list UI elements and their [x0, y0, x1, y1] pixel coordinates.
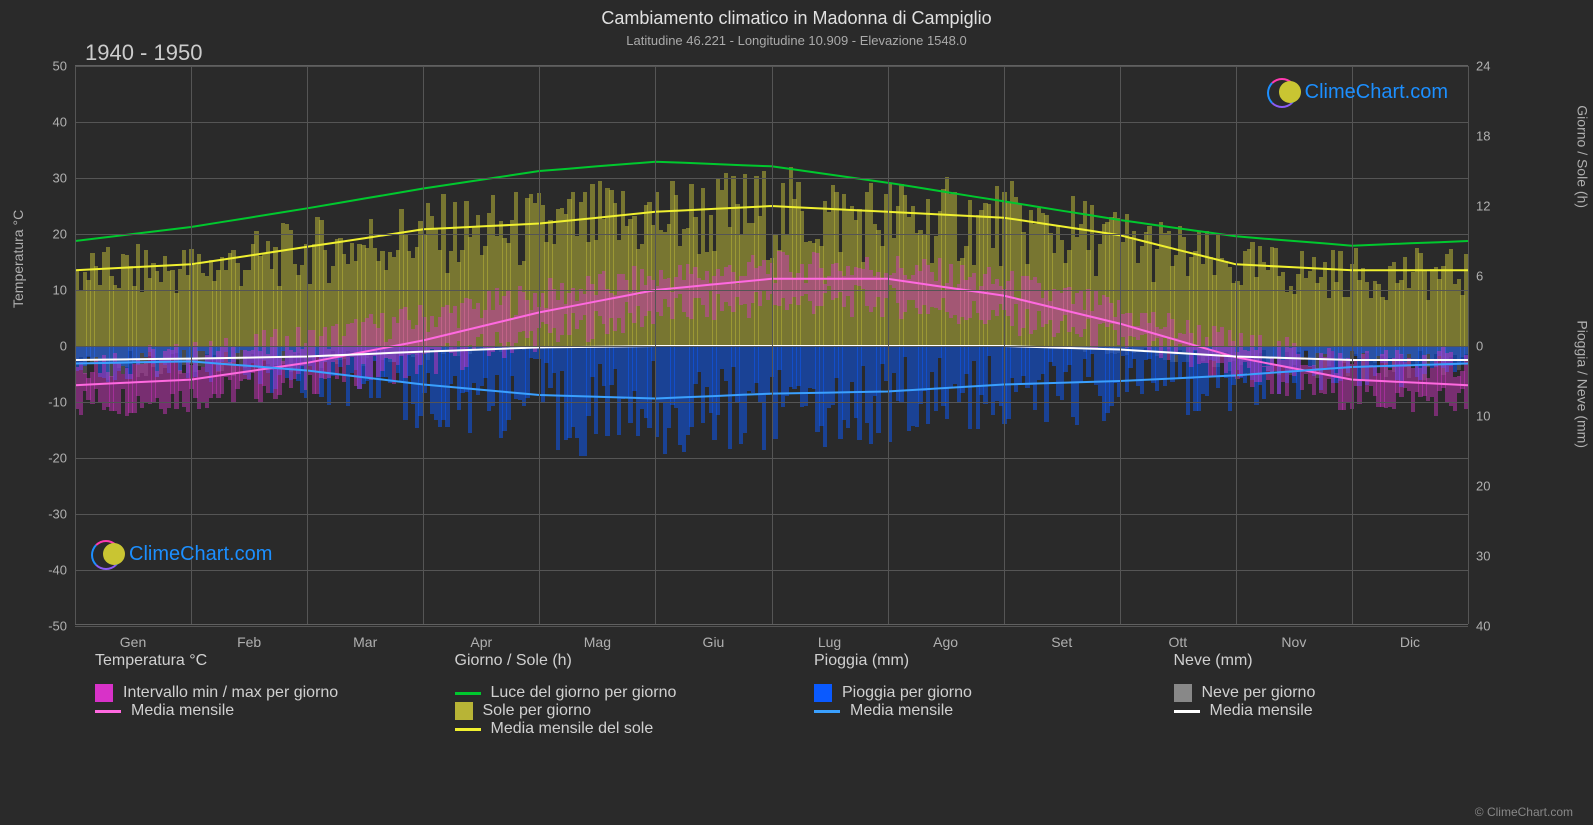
legend-label: Media mensile — [131, 702, 234, 720]
grid-line-h — [75, 626, 1468, 627]
plot-area: -50-40-30-20-100102030405006121824102030… — [75, 65, 1468, 625]
legend-item: Media mensile — [1174, 702, 1514, 720]
watermark-bottom: ClimeChart.com — [95, 540, 272, 568]
grid-line-v — [307, 66, 308, 624]
grid-line-v — [1120, 66, 1121, 624]
y-left-tick: -30 — [48, 507, 67, 522]
legend-item: Sole per giorno — [455, 702, 795, 720]
y-right-bottom-tick: 10 — [1476, 409, 1490, 424]
month-label: Feb — [237, 634, 261, 650]
watermark-top: ClimeChart.com — [1271, 78, 1448, 106]
month-label: Giu — [703, 634, 725, 650]
legend-label: Neve per giorno — [1202, 684, 1316, 702]
line-swatch-icon — [95, 710, 121, 713]
copyright: © ClimeChart.com — [1475, 805, 1573, 819]
y-right-axis-label-bottom: Pioggia / Neve (mm) — [1575, 320, 1591, 448]
legend-item: Media mensile del sole — [455, 720, 795, 738]
y-left-tick: 50 — [53, 59, 67, 74]
legend-item: Pioggia per giorno — [814, 684, 1154, 702]
grid-line-v — [1236, 66, 1237, 624]
grid-line-v — [888, 66, 889, 624]
grid-line-v — [539, 66, 540, 624]
swatch-icon — [1174, 684, 1192, 702]
legend-title-temp: Temperatura °C — [95, 652, 435, 670]
logo-icon — [95, 540, 123, 568]
month-label: Mag — [584, 634, 611, 650]
y-left-tick: 20 — [53, 227, 67, 242]
swatch-icon — [95, 684, 113, 702]
legend-label: Media mensile — [850, 702, 953, 720]
month-label: Set — [1051, 634, 1072, 650]
y-right-top-tick: 0 — [1476, 339, 1483, 354]
legend-title-sun: Giorno / Sole (h) — [455, 652, 795, 670]
month-label: Ott — [1168, 634, 1187, 650]
legend-title-snow: Neve (mm) — [1174, 652, 1514, 670]
legend-label: Luce del giorno per giorno — [491, 684, 677, 702]
chart-subtitle: Latitudine 46.221 - Longitudine 10.909 -… — [0, 29, 1593, 48]
legend: Temperatura °C Intervallo min / max per … — [95, 652, 1513, 807]
period-label: 1940 - 1950 — [85, 40, 202, 66]
y-left-tick: 40 — [53, 115, 67, 130]
grid-line-v — [1468, 66, 1469, 624]
legend-title-rain: Pioggia (mm) — [814, 652, 1154, 670]
line-swatch-icon — [455, 692, 481, 695]
line-swatch-icon — [455, 728, 481, 731]
grid-line-v — [75, 66, 76, 624]
legend-label: Sole per giorno — [483, 702, 592, 720]
y-right-top-tick: 18 — [1476, 129, 1490, 144]
legend-label: Media mensile — [1210, 702, 1313, 720]
swatch-icon — [814, 684, 832, 702]
y-right-bottom-tick: 40 — [1476, 619, 1490, 634]
y-left-tick: 10 — [53, 283, 67, 298]
legend-item: Media mensile — [814, 702, 1154, 720]
grid-line-v — [423, 66, 424, 624]
legend-col-rain: Pioggia (mm) Pioggia per giornoMedia men… — [814, 652, 1154, 807]
y-right-axis-label-top: Giorno / Sole (h) — [1575, 105, 1591, 208]
legend-label: Media mensile del sole — [491, 720, 654, 738]
y-right-bottom-tick: 20 — [1476, 479, 1490, 494]
y-right-top-tick: 12 — [1476, 199, 1490, 214]
chart-title: Cambiamento climatico in Madonna di Camp… — [0, 0, 1593, 29]
temp-range-bar — [1357, 379, 1361, 404]
legend-col-sun: Giorno / Sole (h) Luce del giorno per gi… — [455, 652, 795, 807]
legend-col-snow: Neve (mm) Neve per giornoMedia mensile — [1174, 652, 1514, 807]
legend-col-temp: Temperatura °C Intervallo min / max per … — [95, 652, 435, 807]
grid-line-v — [772, 66, 773, 624]
month-label: Ago — [933, 634, 958, 650]
y-left-tick: -10 — [48, 395, 67, 410]
line-swatch-icon — [1174, 710, 1200, 713]
watermark-text: ClimeChart.com — [129, 543, 272, 566]
y-left-tick: 30 — [53, 171, 67, 186]
line-swatch-icon — [814, 710, 840, 713]
month-label: Lug — [818, 634, 841, 650]
month-label: Dic — [1400, 634, 1420, 650]
month-label: Apr — [470, 634, 492, 650]
legend-label: Intervallo min / max per giorno — [123, 684, 338, 702]
y-right-top-tick: 6 — [1476, 269, 1483, 284]
y-left-axis-label: Temperatura °C — [10, 210, 26, 308]
logo-icon — [1271, 78, 1299, 106]
y-left-tick: -40 — [48, 563, 67, 578]
y-left-tick: -20 — [48, 451, 67, 466]
month-label: Gen — [120, 634, 146, 650]
legend-item: Luce del giorno per giorno — [455, 684, 795, 702]
grid-line-v — [1004, 66, 1005, 624]
y-left-tick: 0 — [60, 339, 67, 354]
y-left-tick: -50 — [48, 619, 67, 634]
month-label: Mar — [353, 634, 377, 650]
legend-item: Intervallo min / max per giorno — [95, 684, 435, 702]
legend-item: Media mensile — [95, 702, 435, 720]
y-right-top-tick: 24 — [1476, 59, 1490, 74]
watermark-text: ClimeChart.com — [1305, 81, 1448, 104]
grid-line-v — [655, 66, 656, 624]
month-label: Nov — [1281, 634, 1306, 650]
grid-line-v — [1352, 66, 1353, 624]
legend-label: Pioggia per giorno — [842, 684, 972, 702]
legend-item: Neve per giorno — [1174, 684, 1514, 702]
climate-chart: Cambiamento climatico in Madonna di Camp… — [0, 0, 1593, 825]
swatch-icon — [455, 702, 473, 720]
y-right-bottom-tick: 30 — [1476, 549, 1490, 564]
